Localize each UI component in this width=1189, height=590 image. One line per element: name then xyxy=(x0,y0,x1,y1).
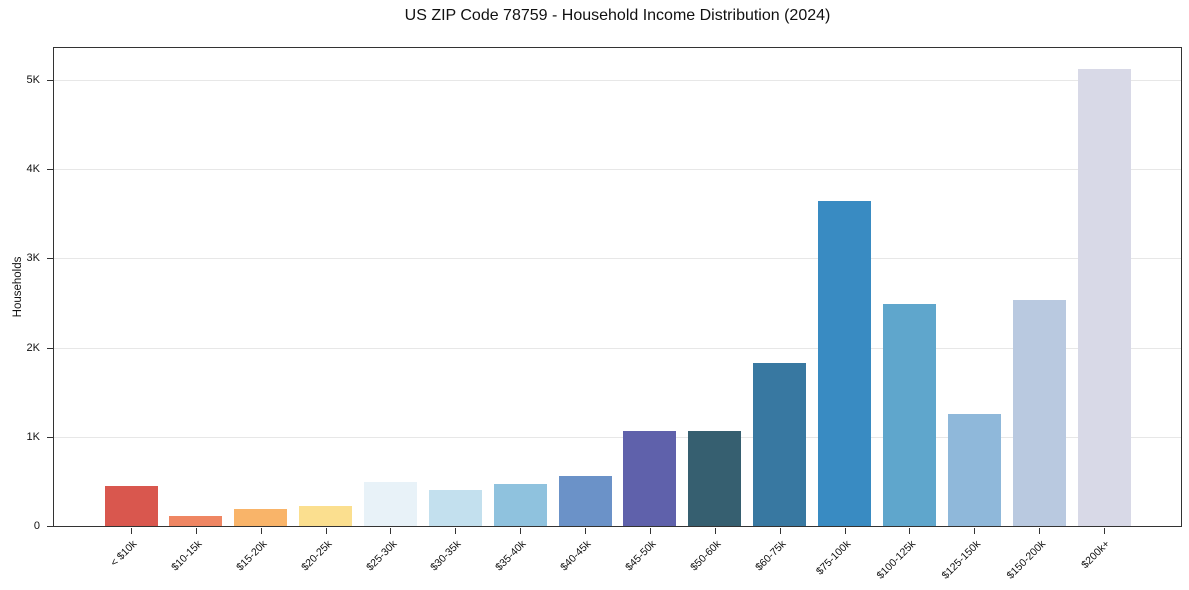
x-tick-mark xyxy=(1104,528,1106,534)
y-tick-mark xyxy=(47,436,53,438)
gridline xyxy=(54,436,1181,438)
x-tick-label: $75-100k xyxy=(813,538,854,578)
x-tick-label: $20-25k xyxy=(298,538,335,574)
gridline xyxy=(54,80,1181,82)
x-tick-mark xyxy=(260,528,262,534)
bar xyxy=(1077,69,1131,526)
x-tick-label: $45-50k xyxy=(623,538,659,574)
y-tick-label: 2K xyxy=(26,341,40,354)
x-tick-mark xyxy=(131,528,132,534)
bar xyxy=(363,482,417,526)
x-tick-label: $40-45k xyxy=(558,538,594,574)
x-tick-mark xyxy=(779,528,781,534)
y-tick-mark xyxy=(47,526,53,527)
bar xyxy=(493,484,547,526)
x-tick-mark xyxy=(195,528,197,534)
y-tick-label: 0 xyxy=(33,520,40,532)
x-tick-label: $10-15k xyxy=(169,538,205,574)
x-tick-label: $35-40k xyxy=(493,538,529,574)
x-tick-label: $15-20k xyxy=(233,538,270,574)
x-tick-mark xyxy=(325,528,327,534)
bar xyxy=(169,516,223,526)
y-tick-mark xyxy=(47,258,53,260)
gridline xyxy=(54,347,1181,349)
bar xyxy=(558,476,612,526)
x-tick-label: $50-60k xyxy=(688,538,724,574)
bar xyxy=(299,505,353,526)
x-tick-mark xyxy=(455,528,457,534)
x-tick-label: $125-150k xyxy=(939,538,983,582)
gridline xyxy=(54,258,1181,260)
y-tick-mark xyxy=(47,347,53,349)
x-tick-mark xyxy=(909,528,911,534)
x-tick-mark xyxy=(390,528,392,534)
chart-title: US ZIP Code 78759 - Household Income Dis… xyxy=(404,7,831,24)
x-tick-mark xyxy=(520,528,522,534)
x-tick-mark xyxy=(1039,528,1041,534)
x-tick-label: < $10k xyxy=(108,538,140,569)
x-tick-label: $200k+ xyxy=(1079,538,1113,572)
bar xyxy=(1012,299,1066,526)
bar xyxy=(234,509,288,526)
x-tick-mark xyxy=(585,528,587,534)
y-tick-label: 5K xyxy=(26,74,40,87)
x-tick-mark xyxy=(974,528,976,534)
x-tick-label: $60-75k xyxy=(752,538,789,574)
bar xyxy=(104,485,158,526)
y-tick-label: 3K xyxy=(26,252,40,265)
y-axis-label: Households xyxy=(12,256,24,318)
x-tick-mark xyxy=(649,528,651,534)
bar xyxy=(753,362,807,526)
y-tick-mark xyxy=(47,80,53,82)
bar xyxy=(428,490,482,526)
x-tick-label: $25-30k xyxy=(363,538,399,574)
bar xyxy=(818,201,872,526)
plot-area: 0 1K 2K 3K 4K 5K < $10k $10-15k $15-20k $20-25k $2… xyxy=(27,47,1182,582)
y-tick-label: 1K xyxy=(26,430,40,443)
x-tick-mark xyxy=(844,528,846,534)
bar xyxy=(882,303,936,526)
x-tick-label: $100-125k xyxy=(874,538,918,582)
y-tick-mark xyxy=(47,169,53,171)
bar xyxy=(947,413,1001,526)
gridline xyxy=(54,169,1181,171)
x-tick-mark xyxy=(714,528,716,534)
bar xyxy=(623,430,677,526)
x-tick-label: $150-200k xyxy=(1004,538,1048,582)
y-tick-label: 4K xyxy=(26,163,40,176)
bar xyxy=(688,430,742,526)
x-tick-label: $30-35k xyxy=(428,538,464,574)
